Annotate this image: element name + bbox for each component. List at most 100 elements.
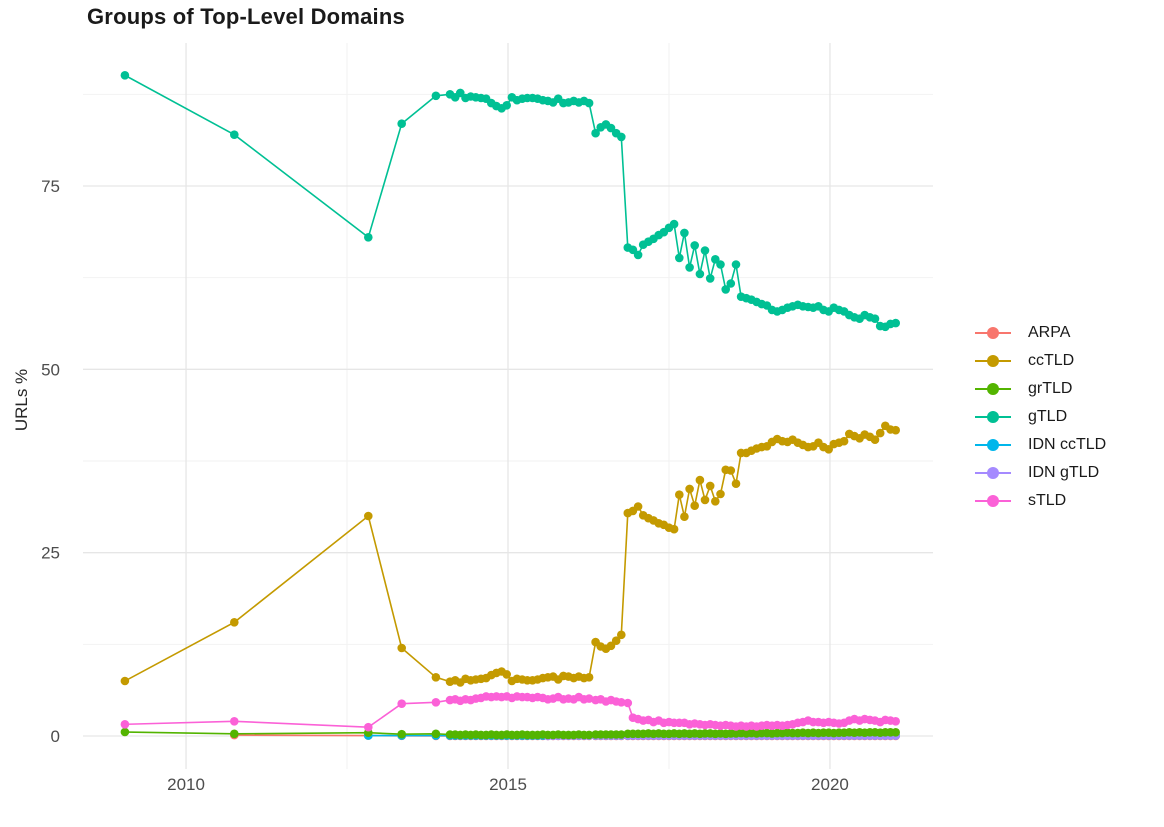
data-point-cctld <box>230 618 239 627</box>
data-point-gtld <box>675 253 684 263</box>
data-point-cctld <box>364 511 373 521</box>
legend-label: IDN gTLD <box>1028 464 1100 481</box>
data-point-stld <box>431 698 441 707</box>
data-point-gtld <box>120 71 130 80</box>
legend-line-dot-icon <box>975 495 1011 507</box>
y-tick-label: 50 <box>41 360 60 379</box>
data-point-gtld <box>685 263 694 272</box>
data-point-grtld <box>397 729 407 739</box>
data-point-cctld <box>705 481 715 491</box>
x-tick-label: 2015 <box>489 775 527 794</box>
data-point-gtld <box>891 318 900 328</box>
chart-title: Groups of Top-Level Domains <box>87 4 405 29</box>
data-point-cctld <box>633 502 643 511</box>
data-point-gtld <box>695 269 705 279</box>
legend-line-dot-icon <box>975 327 1011 339</box>
y-tick-label: 25 <box>41 544 60 563</box>
data-point-cctld <box>690 501 699 511</box>
data-point-cctld <box>695 475 705 485</box>
data-point-grtld <box>230 729 239 739</box>
x-axis-tick-labels: 2010 2015 2020 <box>167 775 849 794</box>
data-point-gtld <box>669 219 679 229</box>
gridlines-major <box>83 43 933 769</box>
data-point-cctld <box>680 512 689 521</box>
data-point-stld <box>617 698 626 707</box>
legend-label: IDN ccTLD <box>1028 436 1107 453</box>
data-point-grtld <box>120 727 130 737</box>
data-point-cctld <box>711 497 720 506</box>
data-point-grtld <box>584 730 594 740</box>
legend-item-stld: sTLD <box>974 487 1106 515</box>
data-point-cctld <box>726 466 736 475</box>
x-tick-label: 2010 <box>167 775 205 794</box>
data-point-gtld <box>716 260 725 269</box>
data-point-gtld <box>502 101 512 110</box>
data-point-gtld <box>726 279 736 288</box>
data-point-gtld <box>705 274 715 283</box>
data-point-stld <box>120 720 130 729</box>
data-point-cctld <box>120 676 130 686</box>
legend-line-dot-icon <box>975 355 1011 367</box>
data-point-gtld <box>870 314 880 324</box>
data-point-cctld <box>685 484 694 494</box>
data-point-gtld <box>431 91 441 101</box>
series-cctld <box>120 421 900 687</box>
data-point-cctld <box>875 428 885 438</box>
data-point-gtld <box>591 128 600 138</box>
data-point-gtld <box>617 132 626 142</box>
data-point-cctld <box>431 673 441 682</box>
legend-label: sTLD <box>1028 492 1067 509</box>
legend-item-arpa: ARPA <box>974 319 1106 347</box>
legend-item-gtld: gTLD <box>974 403 1106 431</box>
data-point-gtld <box>680 228 689 238</box>
legend-item-cctld: ccTLD <box>974 347 1106 375</box>
data-point-gtld <box>397 119 407 128</box>
data-point-cctld <box>611 636 621 645</box>
data-point-cctld <box>700 495 710 505</box>
data-point-gtld <box>721 285 730 294</box>
data-point-gtld <box>731 260 741 269</box>
data-point-stld <box>584 694 594 703</box>
data-point-cctld <box>617 630 626 640</box>
x-tick-label: 2020 <box>811 775 849 794</box>
data-point-stld <box>397 699 407 708</box>
data-point-gtld <box>584 98 594 108</box>
legend-label: ARPA <box>1028 324 1071 341</box>
legend-item-idn-cctld: IDN ccTLD <box>974 431 1106 459</box>
legend-item-grtld: grTLD <box>974 375 1106 403</box>
data-point-cctld <box>870 435 880 445</box>
data-point-cctld <box>716 489 725 499</box>
legend-label: ccTLD <box>1028 352 1075 369</box>
data-point-gtld <box>633 250 643 260</box>
data-point-stld <box>623 698 633 708</box>
data-point-cctld <box>397 643 407 653</box>
y-tick-label: 0 <box>51 727 60 746</box>
data-point-cctld <box>839 436 849 446</box>
data-point-gtld <box>364 233 373 242</box>
legend-label: grTLD <box>1028 380 1073 397</box>
legend-line-dot-icon <box>975 411 1011 423</box>
data-point-gtld <box>711 254 720 264</box>
y-axis-tick-labels: 0 25 50 75 <box>41 177 60 746</box>
legend-label: gTLD <box>1028 408 1068 425</box>
data-point-gtld <box>700 246 710 255</box>
series-line-gtld <box>124 74 896 328</box>
data-point-gtld <box>230 130 239 139</box>
data-point-cctld <box>891 425 900 435</box>
legend: ARPA ccTLD grTLD gTLD IDN ccTLD IDN gTLD sTLD <box>974 319 1106 515</box>
data-point-cctld <box>731 479 741 489</box>
legend-item-idn-gtld: IDN gTLD <box>974 459 1106 487</box>
legend-line-dot-icon <box>975 383 1011 395</box>
data-point-cctld <box>502 670 512 679</box>
data-point-grtld <box>431 729 441 739</box>
data-point-stld <box>364 722 373 732</box>
series-gtld <box>120 71 900 332</box>
legend-line-dot-icon <box>975 467 1011 479</box>
data-point-grtld <box>617 730 626 739</box>
data-point-stld <box>230 717 239 726</box>
legend-line-dot-icon <box>975 439 1011 451</box>
data-point-cctld <box>669 524 679 534</box>
series-stld <box>120 692 900 732</box>
